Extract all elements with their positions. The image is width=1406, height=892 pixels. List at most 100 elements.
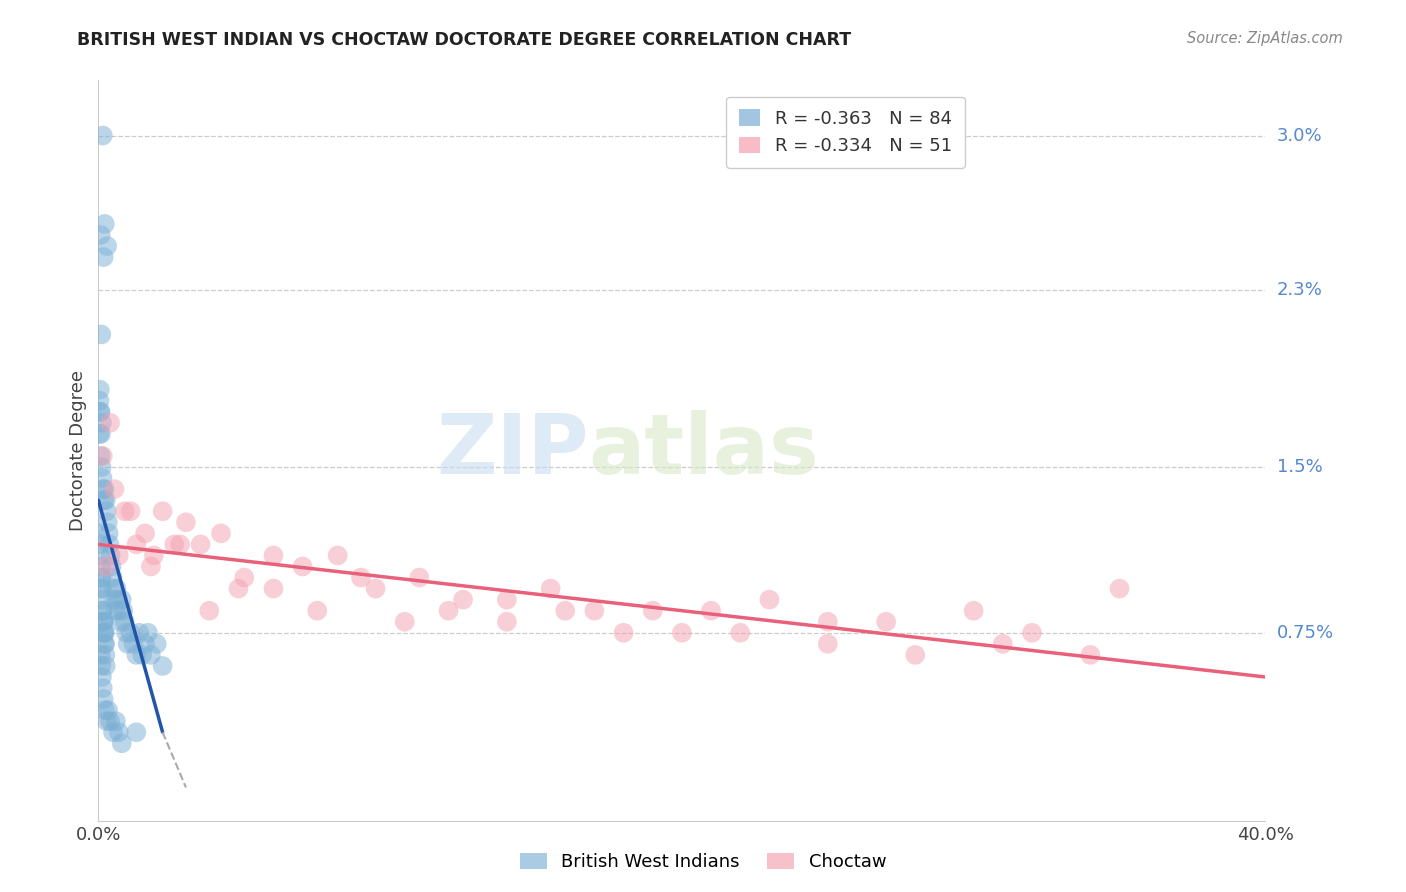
Point bbox=[90, 426, 112, 441]
Point bbox=[120, 625, 142, 640]
Point bbox=[90, 582, 112, 596]
Point bbox=[104, 714, 127, 729]
Point bbox=[817, 637, 839, 651]
Point bbox=[98, 537, 121, 551]
Text: Source: ZipAtlas.com: Source: ZipAtlas.com bbox=[1187, 31, 1343, 46]
Point bbox=[307, 604, 329, 618]
Point bbox=[758, 592, 780, 607]
Point bbox=[228, 582, 250, 596]
Point bbox=[152, 504, 174, 518]
Point bbox=[110, 615, 132, 629]
Point bbox=[262, 549, 284, 563]
Point bbox=[105, 592, 128, 607]
Point bbox=[641, 604, 664, 618]
Point bbox=[90, 670, 112, 684]
Point bbox=[91, 604, 114, 618]
Point bbox=[540, 582, 562, 596]
Point bbox=[291, 559, 314, 574]
Point bbox=[350, 570, 373, 584]
Point bbox=[93, 625, 115, 640]
Point bbox=[198, 604, 221, 618]
Point bbox=[94, 637, 117, 651]
Point bbox=[91, 482, 114, 496]
Point bbox=[94, 493, 117, 508]
Point bbox=[104, 604, 127, 618]
Point bbox=[89, 383, 111, 397]
Point bbox=[98, 714, 121, 729]
Point bbox=[115, 625, 138, 640]
Point bbox=[554, 604, 576, 618]
Point bbox=[90, 559, 112, 574]
Point bbox=[364, 582, 387, 596]
Point bbox=[96, 239, 118, 253]
Point bbox=[91, 615, 114, 629]
Point bbox=[93, 493, 115, 508]
Point bbox=[583, 604, 606, 618]
Point bbox=[91, 592, 114, 607]
Point bbox=[94, 703, 117, 717]
Point bbox=[146, 637, 169, 651]
Point bbox=[101, 570, 124, 584]
Point bbox=[125, 537, 148, 551]
Point bbox=[91, 128, 114, 143]
Point bbox=[90, 570, 112, 584]
Point bbox=[90, 570, 112, 584]
Point bbox=[108, 549, 131, 563]
Point bbox=[394, 615, 416, 629]
Point bbox=[89, 426, 111, 441]
Point bbox=[1021, 625, 1043, 640]
Point bbox=[169, 537, 191, 551]
Point bbox=[451, 592, 474, 607]
Point bbox=[98, 416, 121, 430]
Point bbox=[93, 250, 115, 264]
Point bbox=[139, 559, 162, 574]
Text: 2.3%: 2.3% bbox=[1277, 281, 1323, 299]
Point bbox=[233, 570, 256, 584]
Point bbox=[262, 582, 284, 596]
Point bbox=[108, 604, 131, 618]
Text: ZIP: ZIP bbox=[436, 410, 589, 491]
Point bbox=[209, 526, 232, 541]
Point bbox=[125, 648, 148, 662]
Point bbox=[120, 504, 142, 518]
Point bbox=[94, 659, 117, 673]
Point bbox=[97, 516, 120, 530]
Point bbox=[105, 582, 128, 596]
Point bbox=[326, 549, 349, 563]
Point bbox=[89, 393, 111, 408]
Point bbox=[1108, 582, 1130, 596]
Point bbox=[89, 537, 111, 551]
Point bbox=[97, 703, 120, 717]
Point bbox=[496, 615, 519, 629]
Point bbox=[94, 648, 117, 662]
Point bbox=[122, 637, 145, 651]
Point bbox=[90, 327, 112, 342]
Point bbox=[700, 604, 723, 618]
Legend: R = -0.363   N = 84, R = -0.334   N = 51: R = -0.363 N = 84, R = -0.334 N = 51 bbox=[725, 96, 965, 168]
Text: 0.75%: 0.75% bbox=[1277, 624, 1334, 641]
Point bbox=[94, 625, 117, 640]
Text: BRITISH WEST INDIAN VS CHOCTAW DOCTORATE DEGREE CORRELATION CHART: BRITISH WEST INDIAN VS CHOCTAW DOCTORATE… bbox=[77, 31, 852, 49]
Point bbox=[93, 692, 115, 706]
Point bbox=[496, 592, 519, 607]
Point bbox=[91, 604, 114, 618]
Point bbox=[114, 615, 136, 629]
Point bbox=[91, 681, 114, 695]
Point bbox=[875, 615, 897, 629]
Point bbox=[134, 526, 156, 541]
Text: 3.0%: 3.0% bbox=[1277, 127, 1322, 145]
Point bbox=[125, 725, 148, 739]
Point bbox=[111, 736, 134, 750]
Point bbox=[94, 559, 117, 574]
Point bbox=[991, 637, 1014, 651]
Point bbox=[163, 537, 186, 551]
Point bbox=[90, 582, 112, 596]
Point bbox=[89, 549, 111, 563]
Point bbox=[101, 725, 124, 739]
Point bbox=[93, 625, 115, 640]
Text: 1.5%: 1.5% bbox=[1277, 458, 1322, 476]
Point bbox=[190, 537, 212, 551]
Point bbox=[90, 416, 112, 430]
Point bbox=[89, 526, 111, 541]
Point bbox=[93, 637, 115, 651]
